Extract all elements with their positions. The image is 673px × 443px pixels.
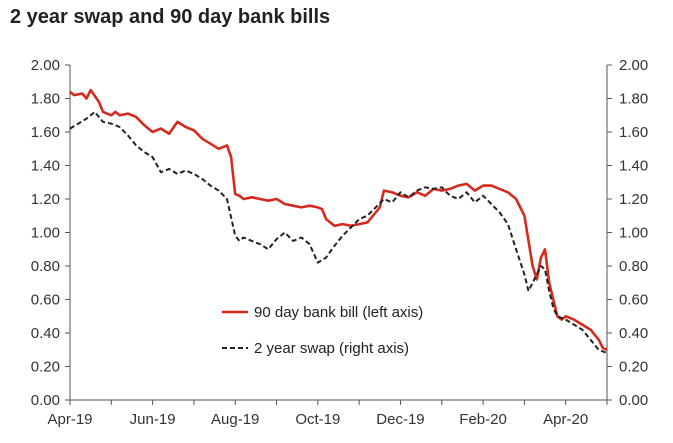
- y-left-tick-label: 1.00: [31, 225, 60, 242]
- x-tick-label: Apr-19: [47, 411, 92, 428]
- y-right-tick-label: 0.20: [619, 359, 648, 376]
- y-right-tick-label: 0.80: [619, 258, 648, 275]
- x-tick-label: Apr-20: [543, 411, 588, 428]
- y-right-tick-label: 1.80: [619, 91, 648, 108]
- y-left-tick-label: 2.00: [31, 57, 60, 74]
- y-right-tick-label: 1.20: [619, 191, 648, 208]
- y-right-tick-label: 0.60: [619, 292, 648, 309]
- y-left-tick-label: 0.00: [31, 392, 60, 409]
- legend-label: 90 day bank bill (left axis): [254, 304, 423, 321]
- y-left-tick-label: 1.60: [31, 124, 60, 141]
- y-left-tick-label: 0.80: [31, 258, 60, 275]
- y-left-tick-label: 0.20: [31, 359, 60, 376]
- y-left-tick-label: 1.40: [31, 158, 60, 175]
- x-tick-label: Dec-19: [376, 411, 424, 428]
- y-left-tick-label: 1.80: [31, 91, 60, 108]
- axes: 0.00 0.20 0.40 0.60 0.80 1.00 1.20 1.40 1.60 1.80…: [31, 57, 648, 428]
- series-line-swap: [69, 110, 608, 355]
- x-tick-label: Oct-19: [295, 411, 340, 428]
- chart-title: 2 year swap and 90 day bank bills: [10, 6, 331, 28]
- y-right-tick-label: 0.40: [619, 325, 648, 342]
- y-right-tick-label: 1.00: [619, 225, 648, 242]
- y-left-tick-label: 0.60: [31, 292, 60, 309]
- y-right-tick-label: 0.00: [619, 392, 648, 409]
- series-line-bank-bill: [69, 88, 608, 352]
- y-right-tick-label: 1.60: [619, 124, 648, 141]
- y-left-tick-label: 1.20: [31, 191, 60, 208]
- y-left-tick-label: 0.40: [31, 325, 60, 342]
- legend: 90 day bank bill (left axis) 2 year swap …: [222, 304, 423, 357]
- x-tick-label: Aug-19: [211, 411, 259, 428]
- x-tick-label: Feb-20: [459, 411, 507, 428]
- y-right-tick-label: 2.00: [619, 57, 648, 74]
- x-tick-label: Jun-19: [130, 411, 176, 428]
- legend-label: 2 year swap (right axis): [254, 340, 409, 357]
- y-right-tick-label: 1.40: [619, 158, 648, 175]
- series-group: [69, 88, 608, 355]
